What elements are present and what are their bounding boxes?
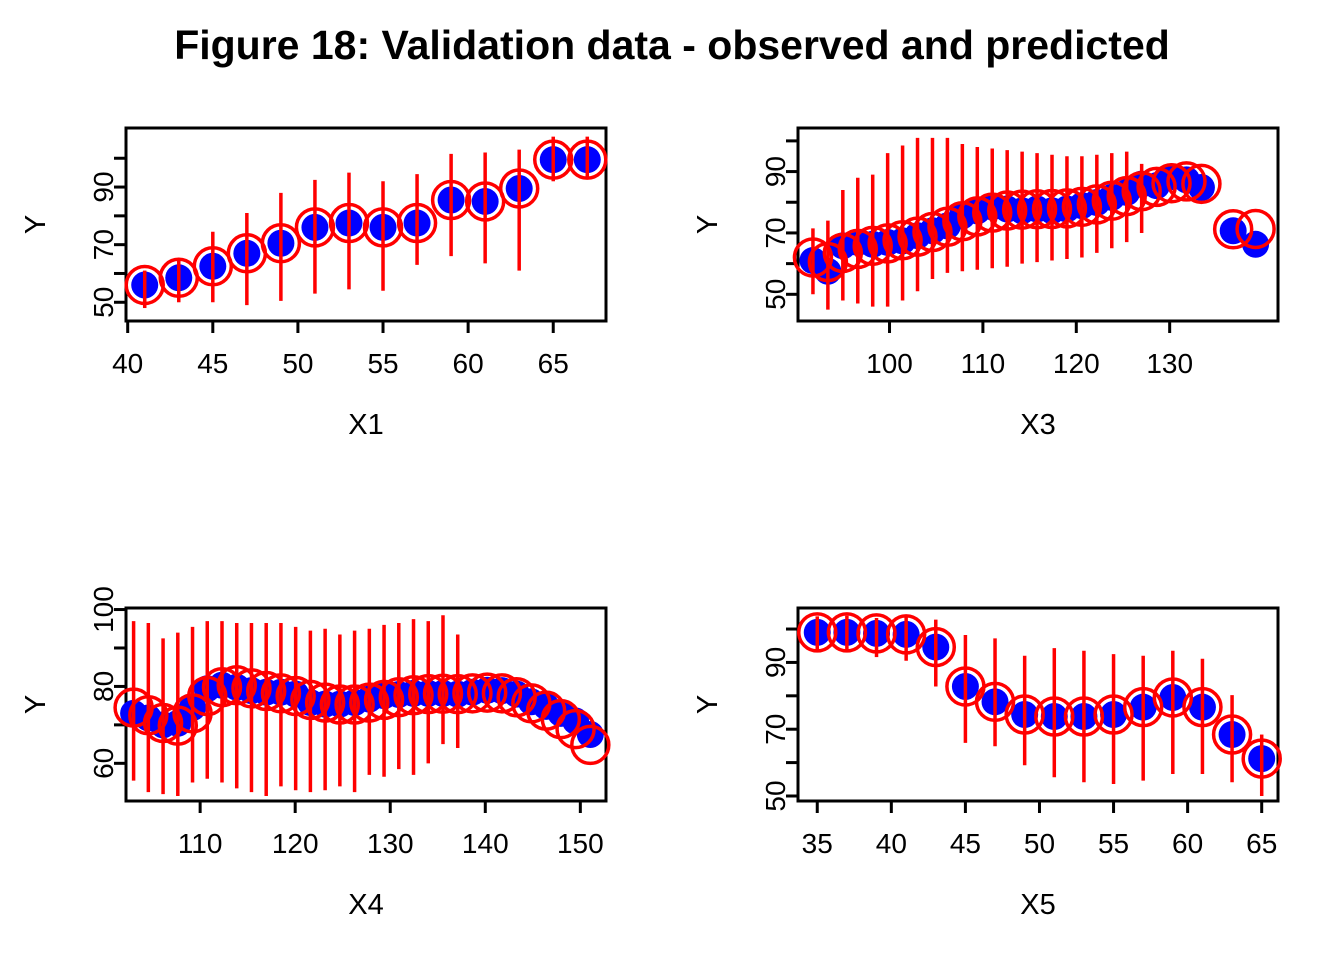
interval-bars bbox=[142, 136, 590, 309]
y-tick-label: 60 bbox=[88, 748, 119, 779]
x-tick-label: 50 bbox=[1024, 828, 1055, 859]
x-tick-label: 60 bbox=[1172, 828, 1203, 859]
y-tick-label: 90 bbox=[760, 647, 791, 678]
y-axis-label: Y bbox=[20, 695, 52, 714]
y-axis: 50 70 90 bbox=[760, 627, 798, 812]
panel-x3: 100 110 120 130 50 70 90 X3 Y bbox=[692, 126, 1280, 441]
x-tick-label: 140 bbox=[462, 828, 509, 859]
x-tick-label: 65 bbox=[538, 348, 569, 379]
predicted-circle bbox=[826, 612, 868, 653]
y-axis-label: Y bbox=[692, 215, 724, 234]
predicted-circle bbox=[1212, 209, 1254, 250]
x-tick-label: 100 bbox=[866, 348, 913, 379]
x-axis-label: X4 bbox=[348, 889, 383, 921]
x-tick-label: 55 bbox=[367, 348, 398, 379]
figure-title: Figure 18: Validation data - observed an… bbox=[174, 22, 1170, 68]
predicted-circle bbox=[452, 673, 493, 714]
y-axis-label: Y bbox=[20, 215, 52, 234]
x-tick-label: 45 bbox=[950, 828, 981, 859]
y-tick-label: 90 bbox=[88, 171, 119, 202]
x-tick-label: 65 bbox=[1246, 828, 1277, 859]
x-tick-label: 120 bbox=[272, 828, 319, 859]
x-axis: 35 40 45 50 55 60 65 bbox=[802, 801, 1277, 859]
x-axis-label: X3 bbox=[1020, 409, 1055, 441]
interval-bars bbox=[131, 615, 460, 797]
x-axis: 40 45 50 55 60 65 bbox=[112, 321, 569, 379]
predicted-circle bbox=[1151, 162, 1192, 204]
y-tick-label: 50 bbox=[760, 780, 791, 811]
panel-x1: 40 45 50 55 60 65 50 70 90 X1 Y bbox=[20, 126, 608, 441]
x-axis-label: X1 bbox=[348, 409, 383, 441]
y-tick-label: 70 bbox=[760, 217, 791, 248]
x-tick-label: 55 bbox=[1098, 828, 1129, 859]
predicted-circle bbox=[1136, 166, 1177, 208]
predicted-circle bbox=[1235, 208, 1276, 250]
predicted-circle bbox=[1166, 161, 1207, 202]
x-tick-label: 50 bbox=[282, 348, 313, 379]
x-tick-label: 110 bbox=[961, 348, 1006, 379]
interval-bars bbox=[811, 137, 1144, 310]
predicted-circle bbox=[1181, 163, 1222, 205]
x-axis-label: X5 bbox=[1020, 889, 1055, 921]
y-tick-label: 80 bbox=[88, 671, 119, 702]
x-tick-label: 40 bbox=[876, 828, 907, 859]
y-tick-label: 70 bbox=[760, 714, 791, 745]
x-tick-label: 120 bbox=[1053, 348, 1100, 379]
x-tick-label: 130 bbox=[1146, 348, 1193, 379]
observed-point bbox=[1187, 174, 1215, 202]
y-tick-label: 90 bbox=[760, 156, 791, 187]
x-tick-label: 40 bbox=[112, 348, 143, 379]
x-tick-label: 130 bbox=[367, 828, 414, 859]
predicted-circle bbox=[466, 672, 508, 713]
x-axis: 100 110 120 130 bbox=[866, 321, 1193, 379]
x-tick-label: 110 bbox=[178, 828, 223, 859]
y-axis: 60 80 100 bbox=[88, 586, 126, 779]
y-tick-label: 50 bbox=[760, 279, 791, 310]
interval-bars bbox=[815, 615, 1264, 796]
predicted-circle bbox=[555, 708, 596, 750]
y-tick-label: 100 bbox=[88, 586, 119, 633]
predicted-circle bbox=[797, 612, 838, 653]
y-axis: 50 70 90 bbox=[88, 156, 126, 318]
x-axis: 110 120 130 140 150 bbox=[178, 801, 604, 859]
x-tick-label: 60 bbox=[453, 348, 484, 379]
x-tick-label: 45 bbox=[197, 348, 228, 379]
y-axis-label: Y bbox=[692, 695, 724, 714]
y-axis: 50 70 90 bbox=[760, 139, 798, 310]
predicted-circle bbox=[570, 724, 611, 766]
x-tick-label: 150 bbox=[557, 828, 604, 859]
panel-x5: 35 40 45 50 55 60 65 50 70 90 X5 Y bbox=[692, 606, 1282, 921]
y-tick-label: 70 bbox=[88, 229, 119, 260]
predicted-circle bbox=[481, 673, 523, 714]
x-tick-label: 35 bbox=[802, 828, 833, 859]
panel-x4: 110 120 130 140 150 60 80 100 X4 Y bbox=[20, 586, 611, 921]
y-tick-label: 50 bbox=[88, 287, 119, 318]
